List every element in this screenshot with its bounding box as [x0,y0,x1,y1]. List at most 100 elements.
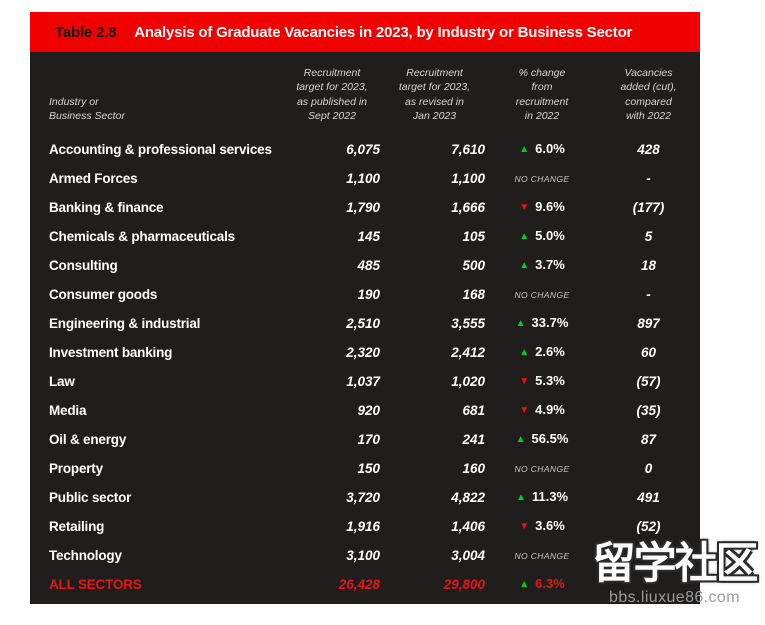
pct-change-cell: ▲ 2.6% [487,338,597,367]
target-sept-cell: 170 [357,431,380,447]
table-row: Retailing 1,916 1,406 ▼ 3.6% (52) [30,512,700,541]
vacancies-cell: - [646,170,651,186]
vacancies-cell: 491 [637,489,660,505]
table-row: Law 1,037 1,020 ▼ 5.3% (57) [30,367,700,396]
target-jan-cell: 1,406 [451,518,485,534]
pct-change-value: 33.7% [531,315,569,331]
change-up-icon: ▲ [515,318,526,330]
target-jan-cell: 7,610 [451,141,485,157]
graduate-vacancies-table: Industry or Business Sector Recruitment t… [30,52,700,599]
pct-change-cell: ▼ 9.6% [487,193,597,222]
table-row: Technology 3,100 3,004 NO CHANGE [30,541,700,570]
sector-cell: Public sector [49,489,132,505]
change-up-icon: ▲ [519,347,530,359]
vacancies-cell: 5 [644,228,653,244]
table-row: Chemicals & pharmaceuticals 145 105 ▲ 5.0% 5 [30,222,700,251]
target-jan-cell: 3,004 [451,547,485,563]
table-title-bar: Table 2.8 Analysis of Graduate Vacancies… [30,12,700,52]
change-down-icon: ▼ [519,376,530,388]
change-down-icon: ▼ [519,521,530,533]
vacancies-cell: (35) [636,402,661,418]
table-header-row: Industry or Business Sector Recruitment t… [30,52,700,135]
pct-change-cell: ▲ 5.0% [487,222,597,251]
target-sept-cell: 190 [357,286,380,302]
pct-change-value: 6.0% [535,141,565,157]
table-row: Property 150 160 NO CHANGE 0 [30,454,700,483]
target-jan-cell: 1,020 [451,373,485,389]
target-sept-cell: 145 [357,228,380,244]
vacancies-cell: 60 [640,344,657,360]
no-change-label: NO CHANGE [514,174,570,185]
vacancies-cell [597,541,700,570]
target-sept-cell: 150 [357,460,380,476]
sector-cell: Property [49,460,103,476]
table-row: Consulting 485 500 ▲ 3.7% 18 [30,251,700,280]
pct-change-cell: NO CHANGE [487,280,597,309]
table-row: Banking & finance 1,790 1,666 ▼ 9.6% (177) [30,193,700,222]
target-sept-cell: 26,428 [338,576,380,592]
no-change-label: NO CHANGE [514,551,570,562]
change-down-icon: ▼ [519,202,530,214]
pct-change-value: 6.3% [535,576,565,592]
column-header-target-jan: Recruitment target for 2023, as revised … [398,67,471,123]
pct-change-cell: ▲ 33.7% [487,309,597,338]
pct-change-value: 4.9% [535,402,565,418]
table-row: Investment banking 2,320 2,412 ▲ 2.6% 60 [30,338,700,367]
sector-cell: Media [49,402,87,418]
no-change-label: NO CHANGE [514,464,570,475]
column-header-sector: Industry or Business Sector [49,95,125,123]
column-header-target-sept: Recruitment target for 2023, as publishe… [296,67,368,123]
pct-change-value: 3.6% [535,518,565,534]
change-up-icon: ▲ [519,579,530,591]
change-up-icon: ▲ [519,231,530,243]
vacancies-cell: (52) [636,518,661,534]
target-sept-cell: 3,720 [346,489,380,505]
target-sept-cell: 2,320 [346,344,380,360]
vacancies-cell: (177) [632,199,665,215]
target-sept-cell: 1,916 [346,518,380,534]
target-jan-cell: 500 [462,257,485,273]
vacancies-cell: 87 [640,431,657,447]
pct-change-cell: ▲ 6.3% [487,570,597,599]
target-sept-cell: 1,100 [346,170,380,186]
sector-cell: Technology [49,547,122,563]
table-row: Public sector 3,720 4,822 ▲ 11.3% 491 [30,483,700,512]
sector-cell: Chemicals & pharmaceuticals [49,228,235,244]
vacancies-cell: 0 [644,460,653,476]
table-row: Armed Forces 1,100 1,100 NO CHANGE - [30,164,700,193]
target-jan-cell: 29,800 [443,576,485,592]
target-jan-cell: 4,822 [451,489,485,505]
vacancies-cell: - [646,286,651,302]
table-row: Oil & energy 170 241 ▲ 56.5% 87 [30,425,700,454]
target-jan-cell: 1,666 [451,199,485,215]
pct-change-cell: ▲ 56.5% [487,425,597,454]
table-title: Analysis of Graduate Vacancies in 2023, … [134,23,633,41]
column-header-vacancies: Vacancies added (cut), compared with 202… [620,67,677,123]
table-row: Consumer goods 190 168 NO CHANGE - [30,280,700,309]
pct-change-cell: ▲ 6.0% [487,135,597,164]
vacancies-cell: 18 [640,257,657,273]
table-card: Table 2.8 Analysis of Graduate Vacancies… [30,12,700,604]
sector-cell: Accounting & professional services [49,141,272,157]
change-up-icon: ▲ [515,434,526,446]
pct-change-cell: ▼ 3.6% [487,512,597,541]
pct-change-cell: ▲ 11.3% [487,483,597,512]
sector-cell: ALL SECTORS [49,576,142,592]
table-number-label: Table 2.8 [55,23,117,41]
pct-change-cell: NO CHANGE [487,164,597,193]
target-jan-cell: 681 [462,402,485,418]
column-header-pct-change: % change from recruitment in 2022 [515,67,569,123]
sector-cell: Consumer goods [49,286,158,302]
sector-cell: Investment banking [49,344,173,360]
vacancies-cell [597,570,700,599]
change-down-icon: ▼ [519,405,530,417]
target-sept-cell: 3,100 [346,547,380,563]
pct-change-value: 11.3% [531,489,569,505]
sector-cell: Engineering & industrial [49,315,201,331]
target-sept-cell: 1,037 [346,373,380,389]
table-row: Accounting & professional services 6,075 7… [30,135,700,164]
table-row: Media 920 681 ▼ 4.9% (35) [30,396,700,425]
pct-change-cell: ▼ 4.9% [487,396,597,425]
target-jan-cell: 3,555 [451,315,485,331]
